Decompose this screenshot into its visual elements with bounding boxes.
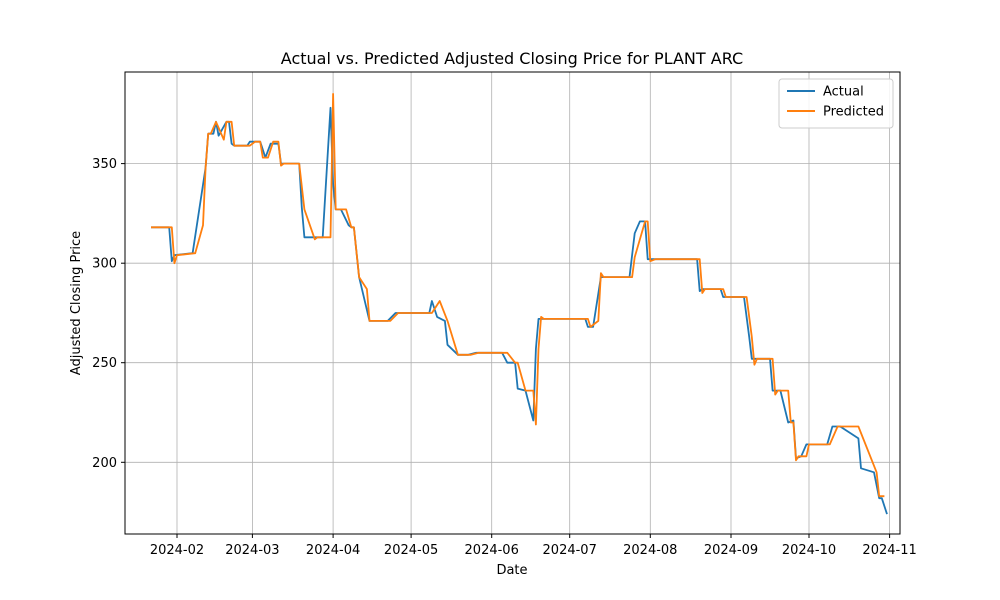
legend: Actual Predicted: [778, 78, 894, 129]
plot-frame: [124, 71, 901, 535]
legend-label-actual: Actual: [823, 85, 864, 100]
x-axis-label: Date: [496, 563, 527, 578]
x-tick-label: 2024-08: [623, 543, 677, 558]
x-tick-label: 2024-05: [384, 543, 438, 558]
axes: 2024-02 2024-03 2024-04 2024-05 2024-06 2024-…: [92, 157, 917, 558]
x-tick-label: 2024-11: [862, 543, 916, 558]
grid: [125, 72, 900, 534]
x-tick-label: 2024-10: [782, 543, 836, 558]
y-tick-label: 250: [92, 356, 117, 371]
series-line-actual: [151, 106, 888, 515]
x-tick-label: 2024-07: [543, 543, 597, 558]
series-line-predicted: [151, 93, 885, 498]
y-axis-label: Adjusted Closing Price: [69, 231, 84, 375]
legend-label-predicted: Predicted: [823, 105, 884, 120]
chart-title: Actual vs. Predicted Adjusted Closing Pr…: [281, 49, 743, 68]
x-tick-label: 2024-03: [225, 543, 279, 558]
series-lines: [151, 93, 888, 515]
x-tick-label: 2024-04: [306, 543, 360, 558]
y-tick-label: 350: [92, 157, 117, 172]
x-tick-label: 2024-06: [465, 543, 519, 558]
y-tick-label: 200: [92, 456, 117, 471]
y-tick-label: 300: [92, 257, 117, 272]
x-tick-label: 2024-09: [704, 543, 758, 558]
x-tick-label: 2024-02: [150, 543, 204, 558]
